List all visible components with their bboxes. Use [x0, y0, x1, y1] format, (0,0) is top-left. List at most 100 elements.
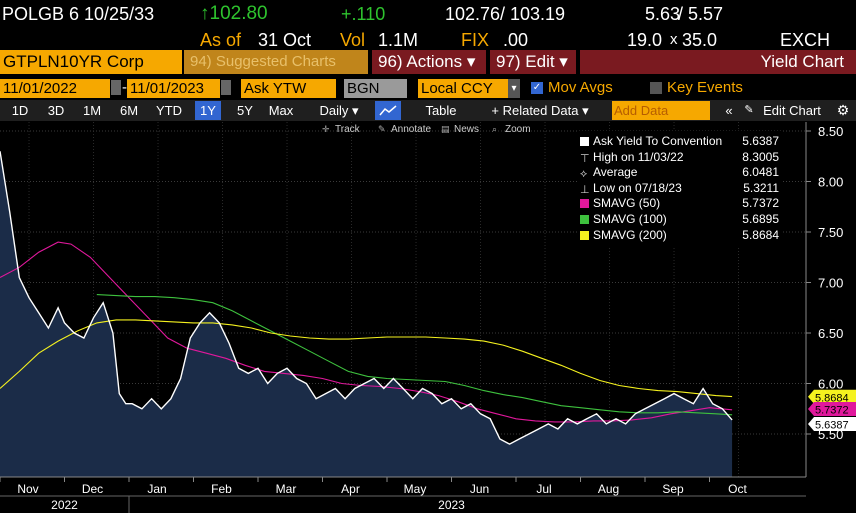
legend-label: SMAVG (50) — [593, 196, 661, 211]
legend-swatch-icon — [580, 137, 589, 146]
asof-date: 31 Oct — [258, 30, 312, 50]
high-marker-icon: ⊤ — [580, 152, 590, 165]
tool-zoom[interactable]: ⌕ Zoom — [492, 124, 531, 135]
last-value-tag — [808, 416, 856, 431]
fix-value: .00 — [503, 30, 529, 50]
field-selector[interactable]: Ask YTW — [241, 79, 336, 98]
edit-chart-button[interactable]: Edit Chart — [763, 103, 821, 118]
x-year-label: 2022 — [51, 498, 78, 512]
currency-field[interactable]: Local CCY — [418, 79, 508, 98]
legend-item: ⟡ Average 6.0481 — [580, 165, 782, 180]
zoom-icon: ⌕ — [492, 125, 497, 135]
ticker: POLGB 6 10/25/33 — [2, 4, 155, 24]
collapse-icon[interactable]: « — [725, 103, 733, 118]
quote-header: POLGB 6 10/25/33 ↑102.80 +.110 102.76 / … — [2, 3, 724, 24]
period-button-max[interactable]: Max — [268, 103, 294, 118]
tool-news[interactable]: ▤ News — [441, 124, 479, 135]
y-tick-label: 8.50 — [818, 124, 843, 139]
ask-price: 103.19 — [510, 4, 566, 24]
line-chart-icon[interactable] — [375, 101, 401, 120]
last-value-label: 5.8684 — [808, 389, 856, 404]
tool-label: Zoom — [505, 124, 531, 135]
calendar-icon[interactable] — [111, 80, 121, 95]
chart-title: Yield Chart — [580, 50, 856, 74]
range-bar: 1D 3D 1M 6M YTD 1Y 5Y Max Daily ▾ Table + Relat… — [0, 100, 856, 121]
yield-ask: 5.57 — [688, 4, 724, 24]
controls-bar: 11/01/2022 - 11/01/2023 Ask YTW BGN Loca… — [0, 78, 856, 100]
checkbox-unchecked-icon[interactable] — [650, 82, 662, 94]
last-value-tag — [808, 402, 856, 417]
x-year-label: 2023 — [438, 498, 465, 512]
yield-area-fill — [0, 151, 733, 477]
legend-item: Ask Yield To Convention 5.6387 — [580, 134, 782, 149]
y-tick-label: 6.50 — [818, 326, 843, 341]
legend-value: 5.6387 — [742, 134, 779, 148]
y-tick-label: 8.00 — [818, 175, 843, 190]
frequency-dropdown[interactable]: Daily ▾ — [319, 103, 359, 118]
period-button-5y[interactable]: 5Y — [237, 103, 253, 118]
last-value-text: 5.6387 — [815, 419, 849, 431]
y-tick-label: 7.00 — [818, 276, 843, 291]
x-axis-panel — [0, 477, 856, 513]
x-tick-label: Oct — [728, 482, 747, 496]
size-bid: 19.0 — [627, 30, 663, 50]
date-from-field[interactable]: 11/01/2022 — [0, 79, 110, 98]
series-line-yield — [0, 151, 733, 445]
period-button-1y[interactable]: 1Y — [195, 101, 221, 120]
source-field[interactable]: BGN — [344, 79, 407, 98]
x-tick-label: Mar — [276, 482, 297, 496]
legend-value: 5.6895 — [742, 212, 779, 226]
suggested-charts-button[interactable]: 94) Suggested Charts — [184, 50, 368, 74]
x-tick-label: Jul — [536, 482, 551, 496]
chart-legend: Ask Yield To Convention 5.6387 ⊤ High on 11… — [577, 131, 783, 247]
gear-icon[interactable]: ⚙ — [836, 102, 850, 118]
period-button-1m[interactable]: 1M — [82, 103, 102, 118]
x-tick-label: Sep — [662, 482, 684, 496]
checkbox-checked-icon[interactable]: ✓ — [531, 82, 543, 94]
legend-label: SMAVG (200) — [593, 227, 667, 242]
legend-value: 8.3005 — [742, 149, 779, 164]
tool-track[interactable]: ✛ Track — [322, 124, 361, 135]
tool-label: Annotate — [391, 124, 431, 135]
annotate-icon: ✎ — [378, 125, 386, 135]
toolbar: GTPLN10YR Corp 94) Suggested Charts 96) … — [0, 50, 856, 74]
edit-menu[interactable]: 97) Edit ▾ — [490, 50, 576, 74]
pencil-icon[interactable]: ✎ — [744, 104, 754, 116]
legend-item: SMAVG (100) 5.6895 — [580, 212, 782, 227]
period-button-ytd[interactable]: YTD — [156, 103, 182, 118]
security-field[interactable]: GTPLN10YR Corp — [0, 50, 182, 74]
legend-value: 6.0481 — [742, 165, 779, 180]
last-value-text: 5.8684 — [815, 392, 849, 404]
exchange: EXCH — [780, 30, 831, 50]
tool-annotate[interactable]: ✎ Annotate — [378, 124, 431, 135]
legend-item: SMAVG (50) 5.7372 — [580, 196, 782, 211]
vol-label: Vol — [340, 30, 366, 50]
calendar-icon[interactable] — [221, 80, 231, 95]
x-tick-label: Apr — [341, 482, 360, 496]
legend-swatch-icon — [580, 199, 589, 209]
mov-avgs-label[interactable]: Mov Avgs — [548, 79, 613, 96]
key-events-label[interactable]: Key Events — [667, 79, 743, 96]
legend-label: Low on 07/18/23 — [593, 180, 682, 195]
period-button-6m[interactable]: 6M — [119, 103, 139, 118]
add-data-field[interactable]: Add Data — [612, 101, 710, 120]
yield-bid: 5.63 — [645, 4, 681, 24]
table-button[interactable]: Table — [425, 103, 457, 118]
period-button-1d[interactable]: 1D — [11, 103, 29, 118]
legend-item: ⊤ High on 11/03/22 8.3005 — [580, 150, 782, 165]
asof-label: As of — [200, 30, 242, 50]
x-tick-label: Jun — [470, 482, 489, 496]
legend-swatch-icon — [580, 215, 589, 224]
last-value-tag — [808, 389, 856, 404]
period-button-3d[interactable]: 3D — [47, 103, 65, 118]
size-ask: 35.0 — [682, 30, 718, 50]
date-to-field[interactable]: 11/01/2023 — [127, 79, 220, 98]
x-tick-label: Dec — [82, 482, 103, 496]
last-price: ↑102.80 — [200, 3, 268, 24]
chevron-down-icon[interactable]: ▾ — [508, 79, 520, 98]
actions-menu[interactable]: 96) Actions ▾ — [372, 50, 486, 74]
last-value-text: 5.7372 — [815, 405, 849, 417]
legend-label: Ask Yield To Convention — [593, 134, 723, 148]
last-value-label: 5.6387 — [808, 416, 856, 431]
related-data-dropdown[interactable]: + Related Data ▾ — [491, 103, 589, 118]
